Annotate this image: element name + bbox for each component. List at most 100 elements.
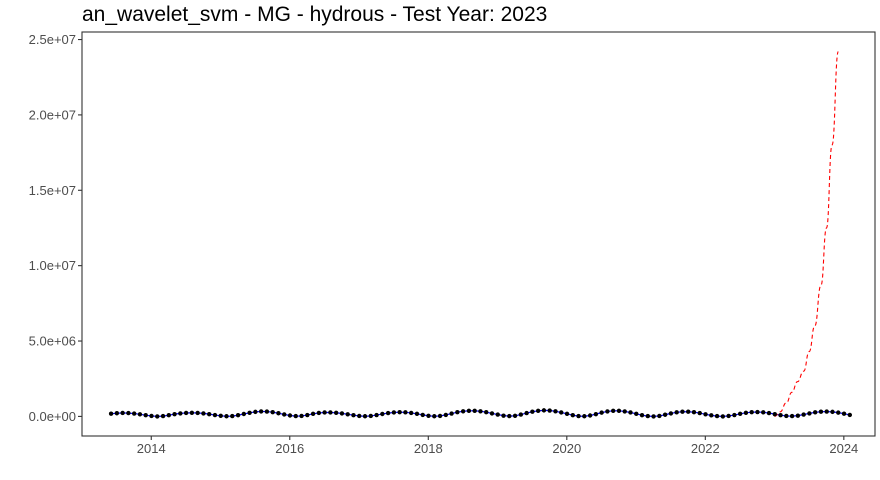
observed-point — [466, 408, 472, 414]
observed-point — [218, 413, 223, 418]
observed-point — [547, 408, 552, 413]
observed-point — [599, 410, 604, 415]
observed-point — [489, 411, 495, 416]
observed-point — [478, 409, 483, 414]
observed-point — [836, 410, 841, 415]
observed-point — [258, 409, 264, 414]
observed-point — [778, 413, 783, 418]
observed-point — [137, 412, 143, 417]
observed-point — [541, 408, 547, 413]
observed-point — [357, 413, 362, 419]
observed-point — [287, 413, 293, 418]
observed-point — [789, 413, 795, 419]
observed-point — [807, 411, 812, 416]
y-tick-label: 0.0e+00 — [29, 409, 76, 424]
observed-point — [368, 413, 373, 419]
observed-point — [172, 411, 177, 417]
observed-point — [501, 413, 506, 418]
observed-point — [686, 409, 691, 414]
observed-point — [772, 411, 777, 417]
observed-point — [380, 411, 385, 417]
observed-point — [310, 411, 316, 417]
observed-point — [178, 411, 183, 416]
observed-point — [801, 412, 806, 417]
observed-point — [830, 409, 835, 415]
observed-point — [449, 411, 454, 416]
observed-point — [403, 410, 408, 415]
observed-point — [397, 409, 402, 415]
observed-point — [691, 409, 697, 415]
plot-panel — [81, 31, 876, 437]
observed-point — [634, 411, 639, 417]
observed-point — [143, 413, 148, 418]
observed-point — [391, 410, 397, 415]
observed-point — [108, 411, 114, 416]
observed-point — [657, 413, 662, 419]
observed-point — [235, 413, 241, 418]
observed-point — [593, 411, 599, 417]
observed-point — [841, 411, 847, 416]
observed-point — [443, 412, 449, 418]
observed-point — [651, 414, 656, 419]
observed-point — [299, 413, 304, 419]
x-tick-label: 2016 — [275, 441, 304, 456]
observed-point — [408, 410, 414, 416]
y-tick-label: 2.0e+07 — [29, 107, 76, 122]
observed-point — [276, 411, 281, 416]
observed-point — [437, 413, 443, 419]
observed-point — [524, 410, 529, 416]
observed-point — [166, 413, 171, 418]
observed-point — [207, 411, 212, 417]
forecast-series-line — [774, 51, 839, 417]
observed-point — [328, 410, 333, 415]
observed-point — [622, 409, 627, 414]
observed-point — [316, 410, 322, 416]
observed-point — [610, 408, 616, 414]
observed-point — [253, 409, 258, 415]
observed-point — [662, 412, 668, 417]
observed-point — [714, 413, 720, 419]
observed-point — [795, 413, 801, 418]
observed-point — [639, 413, 645, 418]
observed-point — [432, 414, 437, 419]
observed-point — [455, 409, 460, 415]
observed-point — [345, 412, 350, 417]
observed-point — [755, 409, 760, 415]
observed-point — [749, 409, 754, 415]
y-tick-label: 1.0e+07 — [29, 258, 76, 273]
observed-point — [460, 409, 466, 414]
observed-point — [720, 414, 726, 419]
observed-point — [131, 411, 137, 416]
observed-point — [374, 412, 379, 418]
observed-point — [201, 411, 206, 416]
observed-point — [697, 410, 702, 416]
observed-point — [743, 410, 749, 415]
x-tick-label: 2022 — [691, 441, 720, 456]
observed-point — [766, 410, 772, 416]
series-layer — [108, 51, 853, 419]
observed-point — [426, 413, 431, 418]
x-tick-label: 2024 — [829, 441, 858, 456]
observed-point — [709, 413, 714, 418]
observed-point — [305, 412, 310, 418]
observed-point — [518, 412, 524, 417]
observed-point — [385, 410, 391, 416]
observed-point — [616, 408, 622, 414]
x-tick-label: 2014 — [137, 441, 166, 456]
observed-point — [230, 413, 235, 419]
observed-point — [507, 413, 512, 419]
y-tick-label: 2.5e+07 — [29, 32, 76, 47]
y-tick-label: 5.0e+06 — [29, 334, 76, 349]
observed-point — [812, 410, 818, 415]
observed-point — [224, 414, 229, 419]
observed-point — [322, 410, 327, 415]
observed-point — [282, 412, 287, 417]
observed-point — [587, 413, 593, 418]
observed-point — [818, 409, 824, 414]
observed-point — [212, 412, 218, 418]
observed-point — [674, 410, 679, 415]
observed-point — [645, 413, 651, 419]
observed-point — [339, 411, 345, 416]
observed-point — [703, 412, 708, 417]
observed-point — [195, 410, 200, 416]
